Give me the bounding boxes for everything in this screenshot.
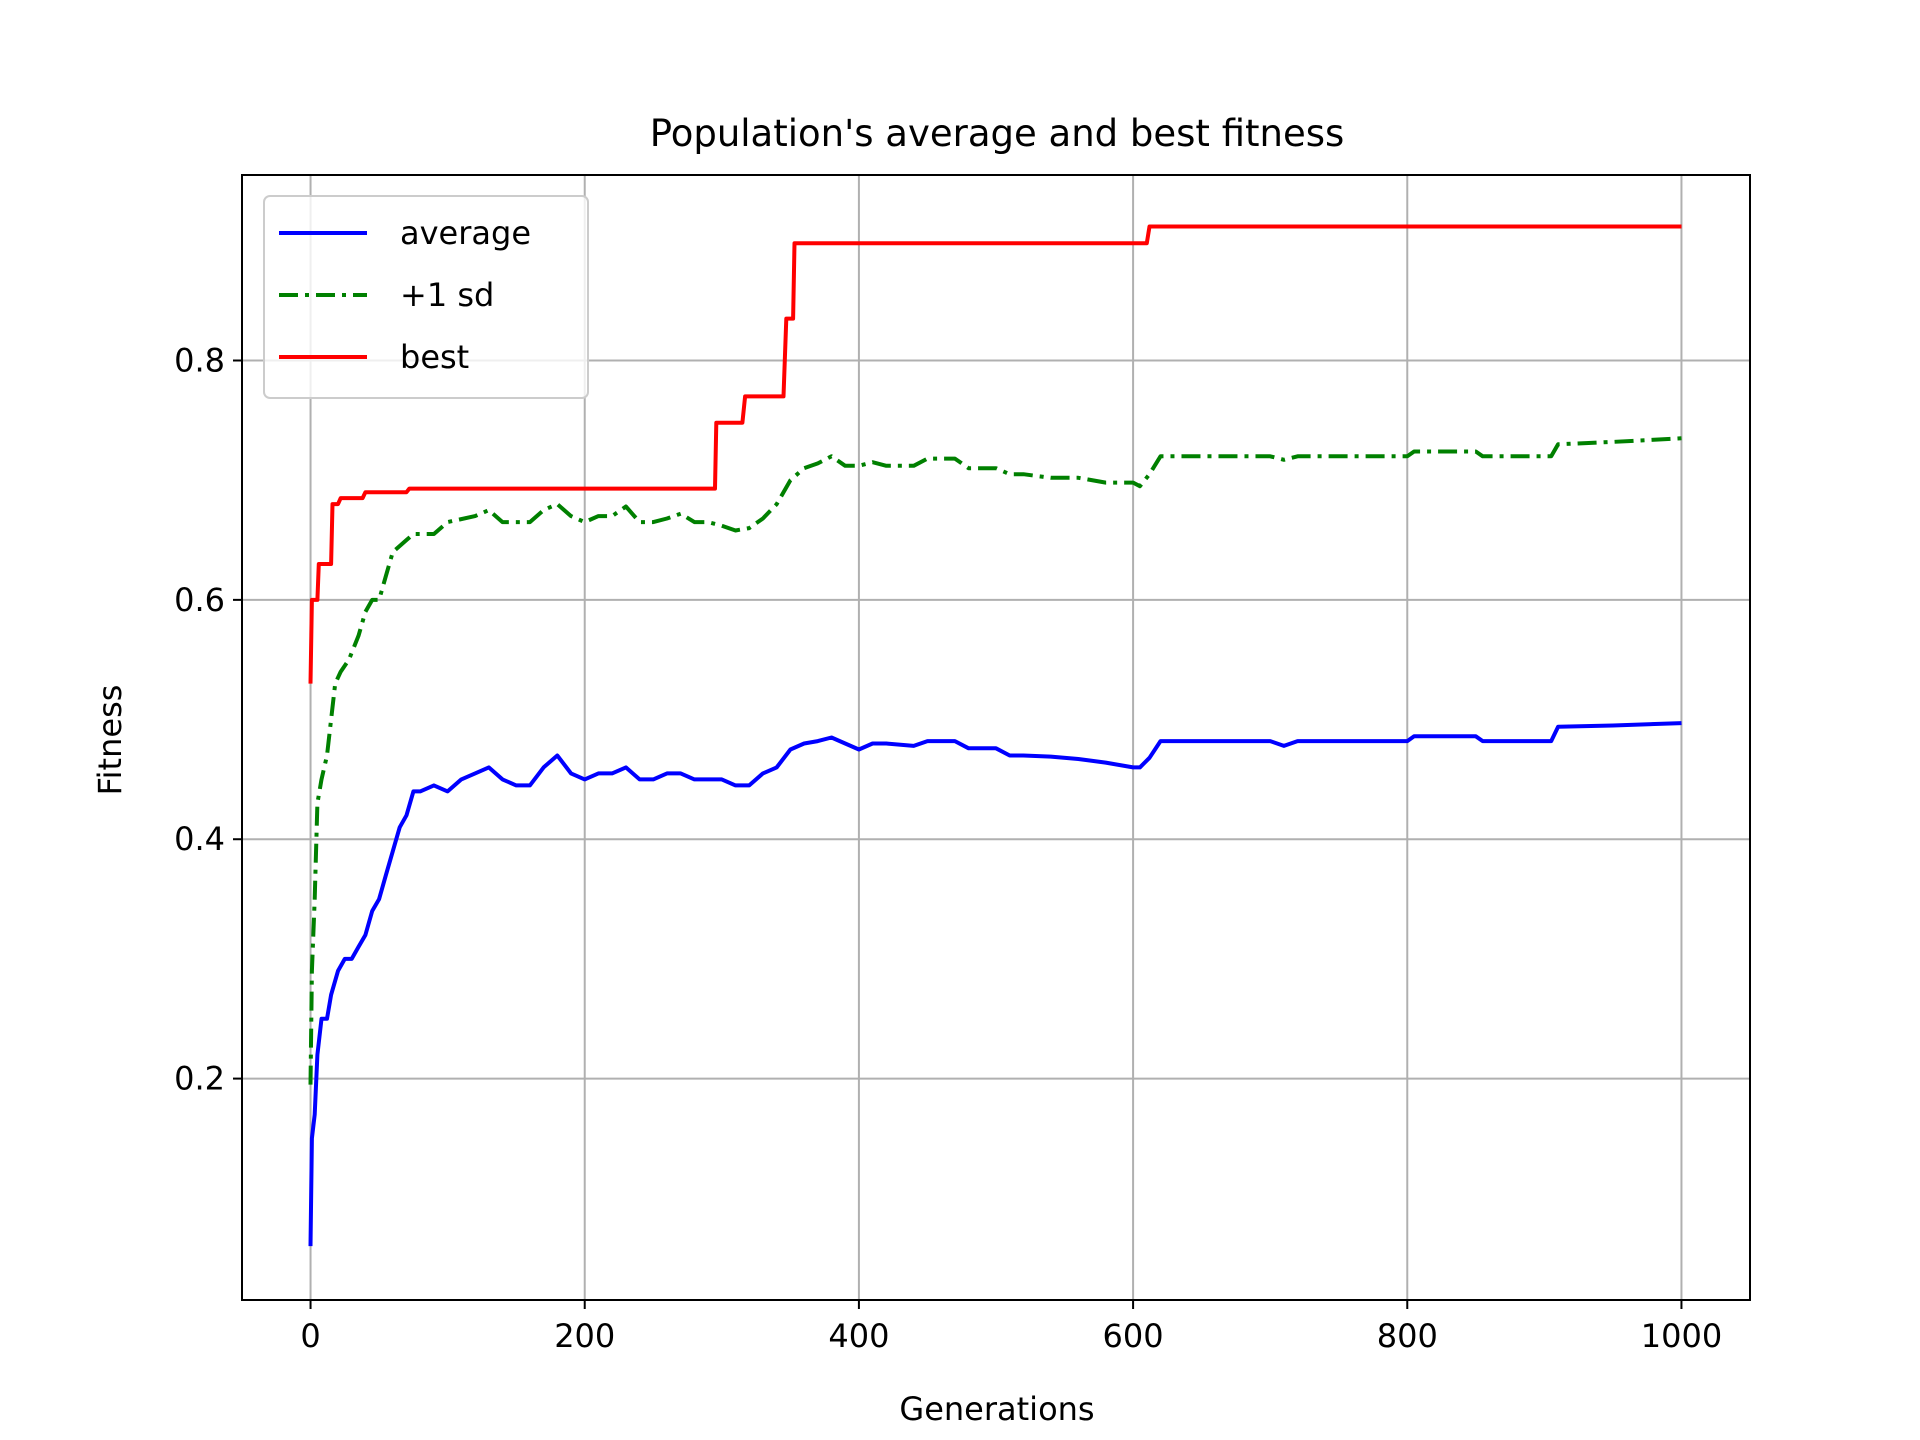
y-tick-label: 0.4: [174, 820, 225, 858]
y-tick-label: 0.8: [174, 342, 225, 380]
x-axis-label: Generations: [899, 1390, 1094, 1428]
x-tick-label: 600: [1103, 1317, 1164, 1355]
series-layer: [308, 224, 1682, 1247]
y-axis-label: Fitness: [91, 685, 129, 796]
y-tick-label: 0.6: [174, 581, 225, 619]
y-axis-ticks: 0.2 0.4 0.6 0.8: [174, 342, 242, 1098]
series-line-1: [308, 721, 1682, 1247]
x-tick-label: 800: [1377, 1317, 1438, 1355]
chart-title: Population's average and best fitness: [650, 112, 1345, 155]
legend-box: [263, 195, 589, 399]
series-line-2: [308, 436, 1682, 1085]
legend-label: best: [400, 338, 469, 376]
plot-frame: [241, 174, 1751, 1301]
legend-label: average: [400, 214, 531, 252]
grid: [242, 175, 1750, 1300]
y-tick-label: 0.2: [174, 1060, 225, 1098]
x-axis-ticks: 0 200 400 600 800 1000: [300, 1300, 1722, 1355]
legend: average +1 sd best: [263, 195, 589, 399]
x-tick-label: 0: [300, 1317, 320, 1355]
series-line-3: [308, 224, 1682, 684]
x-tick-label: 200: [554, 1317, 615, 1355]
x-tick-label: 400: [828, 1317, 889, 1355]
x-tick-label: 1000: [1641, 1317, 1722, 1355]
legend-label: +1 sd: [400, 276, 494, 314]
